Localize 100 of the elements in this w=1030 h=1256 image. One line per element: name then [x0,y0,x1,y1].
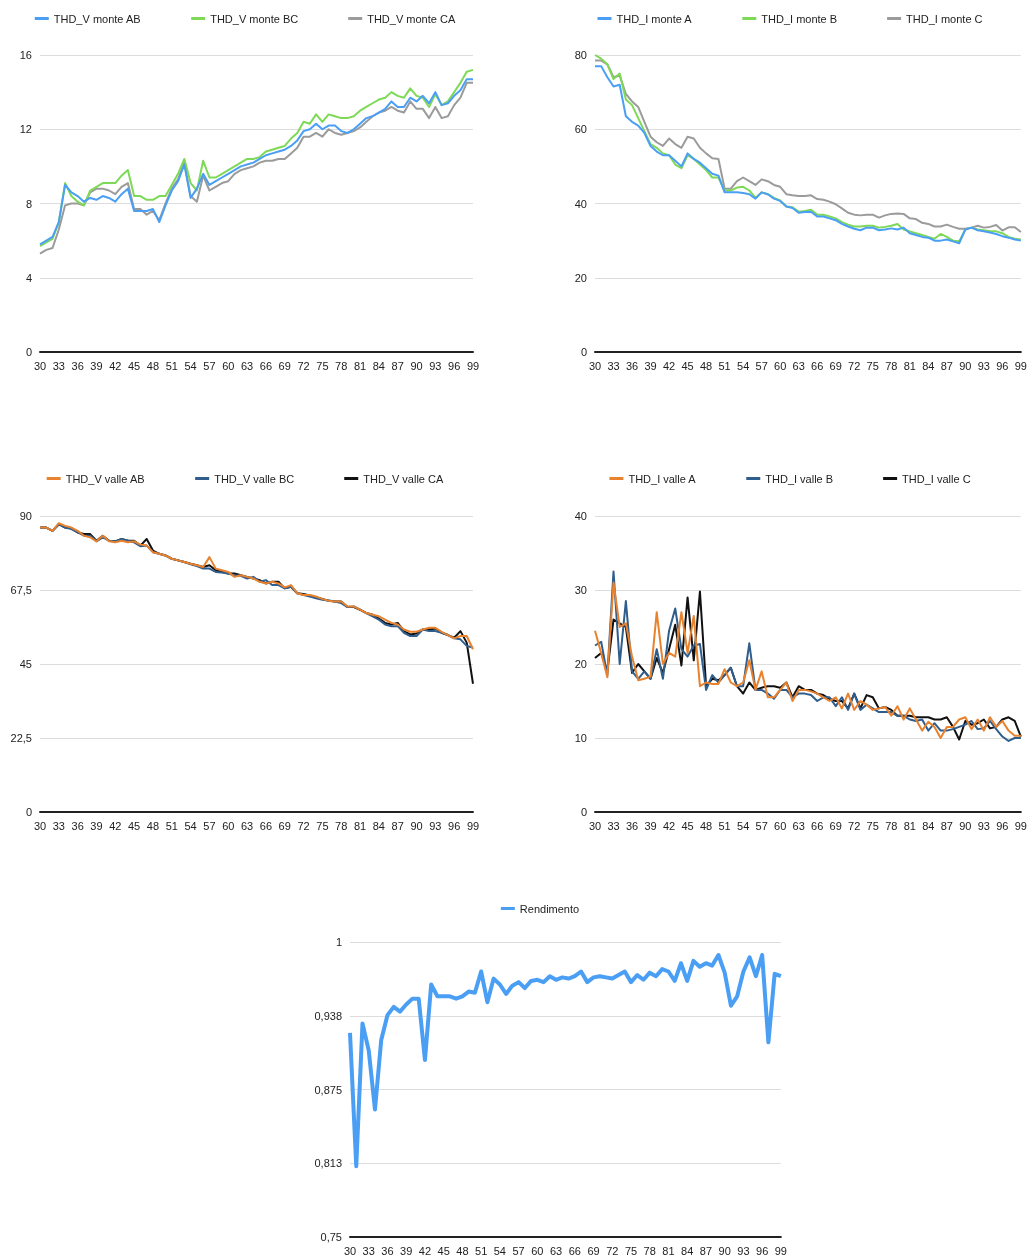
x-tick-label: 42 [109,359,122,372]
legend-label: THD_V monte CA [367,12,456,25]
x-tick-label: 45 [437,1244,450,1256]
x-tick-label: 42 [662,359,676,372]
x-tick-label: 72 [606,1244,619,1256]
x-tick-label: 63 [792,359,805,372]
x-tick-label: 72 [848,819,861,832]
y-tick-label: 0 [25,806,32,818]
x-tick-label: 33 [52,819,65,832]
y-tick-label: 0 [25,346,32,358]
x-tick-label: 39 [90,359,103,372]
x-tick-label: 84 [372,359,385,372]
x-tick-label: 36 [625,819,639,832]
x-tick-label: 36 [625,359,639,372]
y-tick-label: 0 [580,346,587,358]
x-tick-label: 51 [475,1244,488,1256]
x-tick-label: 60 [774,819,787,832]
x-tick-label: 39 [400,1244,413,1256]
legend-label: THD_V valle BC [214,472,295,485]
x-tick-label: 90 [410,819,423,832]
x-tick-label: 54 [184,359,197,372]
x-tick-label: 93 [429,359,442,372]
x-tick-label: 78 [885,819,898,832]
legend-label: THD_I valle A [628,472,697,485]
y-tick-label: 90 [19,510,32,522]
x-tick-label: 84 [372,819,385,832]
legend-label: THD_I valle B [765,472,834,485]
x-tick-label: 99 [466,819,480,832]
x-tick-label: 72 [848,359,861,372]
x-tick-label: 33 [362,1244,375,1256]
y-tick-label: 0 [580,806,587,818]
x-tick-label: 42 [109,819,122,832]
x-tick-label: 63 [792,819,805,832]
x-tick-label: 90 [959,359,972,372]
x-tick-label: 60 [774,359,787,372]
x-tick-label: 30 [343,1244,357,1256]
x-tick-label: 36 [71,819,84,832]
x-tick-label: 87 [940,359,953,372]
x-tick-label: 54 [184,819,197,832]
x-tick-label: 75 [316,819,329,832]
x-tick-label: 45 [681,819,694,832]
y-tick-label: 0,813 [314,1157,342,1170]
x-tick-label: 81 [662,1244,675,1256]
x-tick-label: 45 [128,819,141,832]
x-tick-label: 87 [699,1244,713,1256]
x-tick-label: 87 [391,359,404,372]
y-tick-label: 40 [574,510,587,522]
legend-label: THD_V monte BC [210,12,299,25]
x-tick-label: 69 [829,359,842,372]
x-tick-label: 75 [866,359,879,372]
y-tick-label: 80 [574,49,587,61]
legend-label: THD_I monte C [906,12,983,25]
x-tick-label: 84 [922,819,935,832]
x-tick-label: 87 [391,819,404,832]
x-tick-label: 78 [643,1244,656,1256]
x-tick-label: 66 [568,1244,581,1256]
x-tick-label: 39 [90,819,103,832]
x-tick-label: 69 [278,359,291,372]
y-tick-label: 40 [574,197,587,210]
x-tick-label: 81 [353,819,367,832]
x-tick-label: 48 [456,1244,469,1256]
x-tick-label: 93 [737,1244,750,1256]
x-tick-label: 99 [466,359,480,372]
x-tick-label: 81 [353,359,367,372]
x-tick-label: 48 [699,819,713,832]
x-tick-label: 48 [699,359,713,372]
x-tick-label: 66 [811,359,824,372]
x-tick-label: 87 [940,819,953,832]
x-tick-label: 54 [737,359,750,372]
x-tick-label: 60 [222,359,235,372]
x-tick-label: 69 [278,819,291,832]
x-tick-label: 93 [429,819,442,832]
x-tick-label: 54 [737,819,750,832]
x-tick-label: 93 [977,359,990,372]
x-tick-label: 48 [146,819,160,832]
x-tick-label: 45 [681,359,694,372]
y-tick-label: 45 [19,658,32,670]
x-tick-label: 60 [531,1244,544,1256]
x-tick-label: 51 [165,359,178,372]
y-tick-label: 20 [574,271,587,284]
line-series [348,952,783,1169]
x-tick-label: 96 [448,819,461,832]
x-tick-label: 36 [71,359,84,372]
y-tick-label: 12 [19,123,32,136]
y-tick-label: 60 [574,123,587,136]
legend-label: THD_I valle C [902,472,971,485]
x-tick-label: 96 [996,819,1009,832]
y-tick-label: 0,75 [320,1231,342,1243]
x-tick-label: 45 [128,359,141,372]
x-tick-label: 57 [203,819,216,832]
x-tick-label: 69 [587,1244,600,1256]
x-tick-label: 66 [811,819,824,832]
x-tick-label: 63 [240,359,254,372]
x-tick-label: 51 [718,359,731,372]
x-tick-label: 39 [644,359,657,372]
x-tick-label: 90 [959,819,972,832]
x-tick-label: 81 [903,359,916,372]
legend-label: THD_V monte AB [53,12,141,25]
x-tick-label: 66 [259,359,273,372]
x-tick-label: 51 [718,819,731,832]
